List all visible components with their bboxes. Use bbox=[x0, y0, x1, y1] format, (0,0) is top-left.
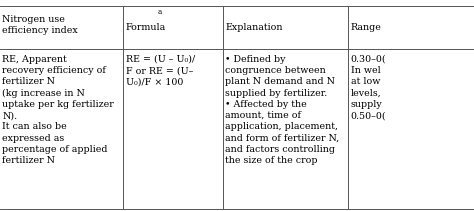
Text: Explanation: Explanation bbox=[225, 23, 283, 32]
Text: • Defined by
congruence between
plant N demand and N
supplied by fertilizer.
• A: • Defined by congruence between plant N … bbox=[225, 55, 339, 165]
Text: Range: Range bbox=[351, 23, 382, 32]
Text: RE, Apparent
recovery efficiency of
fertilizer N
(kg increase in N
uptake per kg: RE, Apparent recovery efficiency of fert… bbox=[2, 55, 114, 165]
Text: 0.30–0(
In wel
at low
levels,
supply
0.50–0(: 0.30–0( In wel at low levels, supply 0.5… bbox=[351, 55, 386, 120]
Text: Nitrogen use
efficiency index: Nitrogen use efficiency index bbox=[2, 15, 78, 35]
Text: RE = (U – U₀)/
F or RE = (U–
U₀)/F × 100: RE = (U – U₀)/ F or RE = (U– U₀)/F × 100 bbox=[126, 55, 195, 86]
Text: Formula: Formula bbox=[126, 23, 166, 32]
Text: a: a bbox=[157, 8, 162, 16]
